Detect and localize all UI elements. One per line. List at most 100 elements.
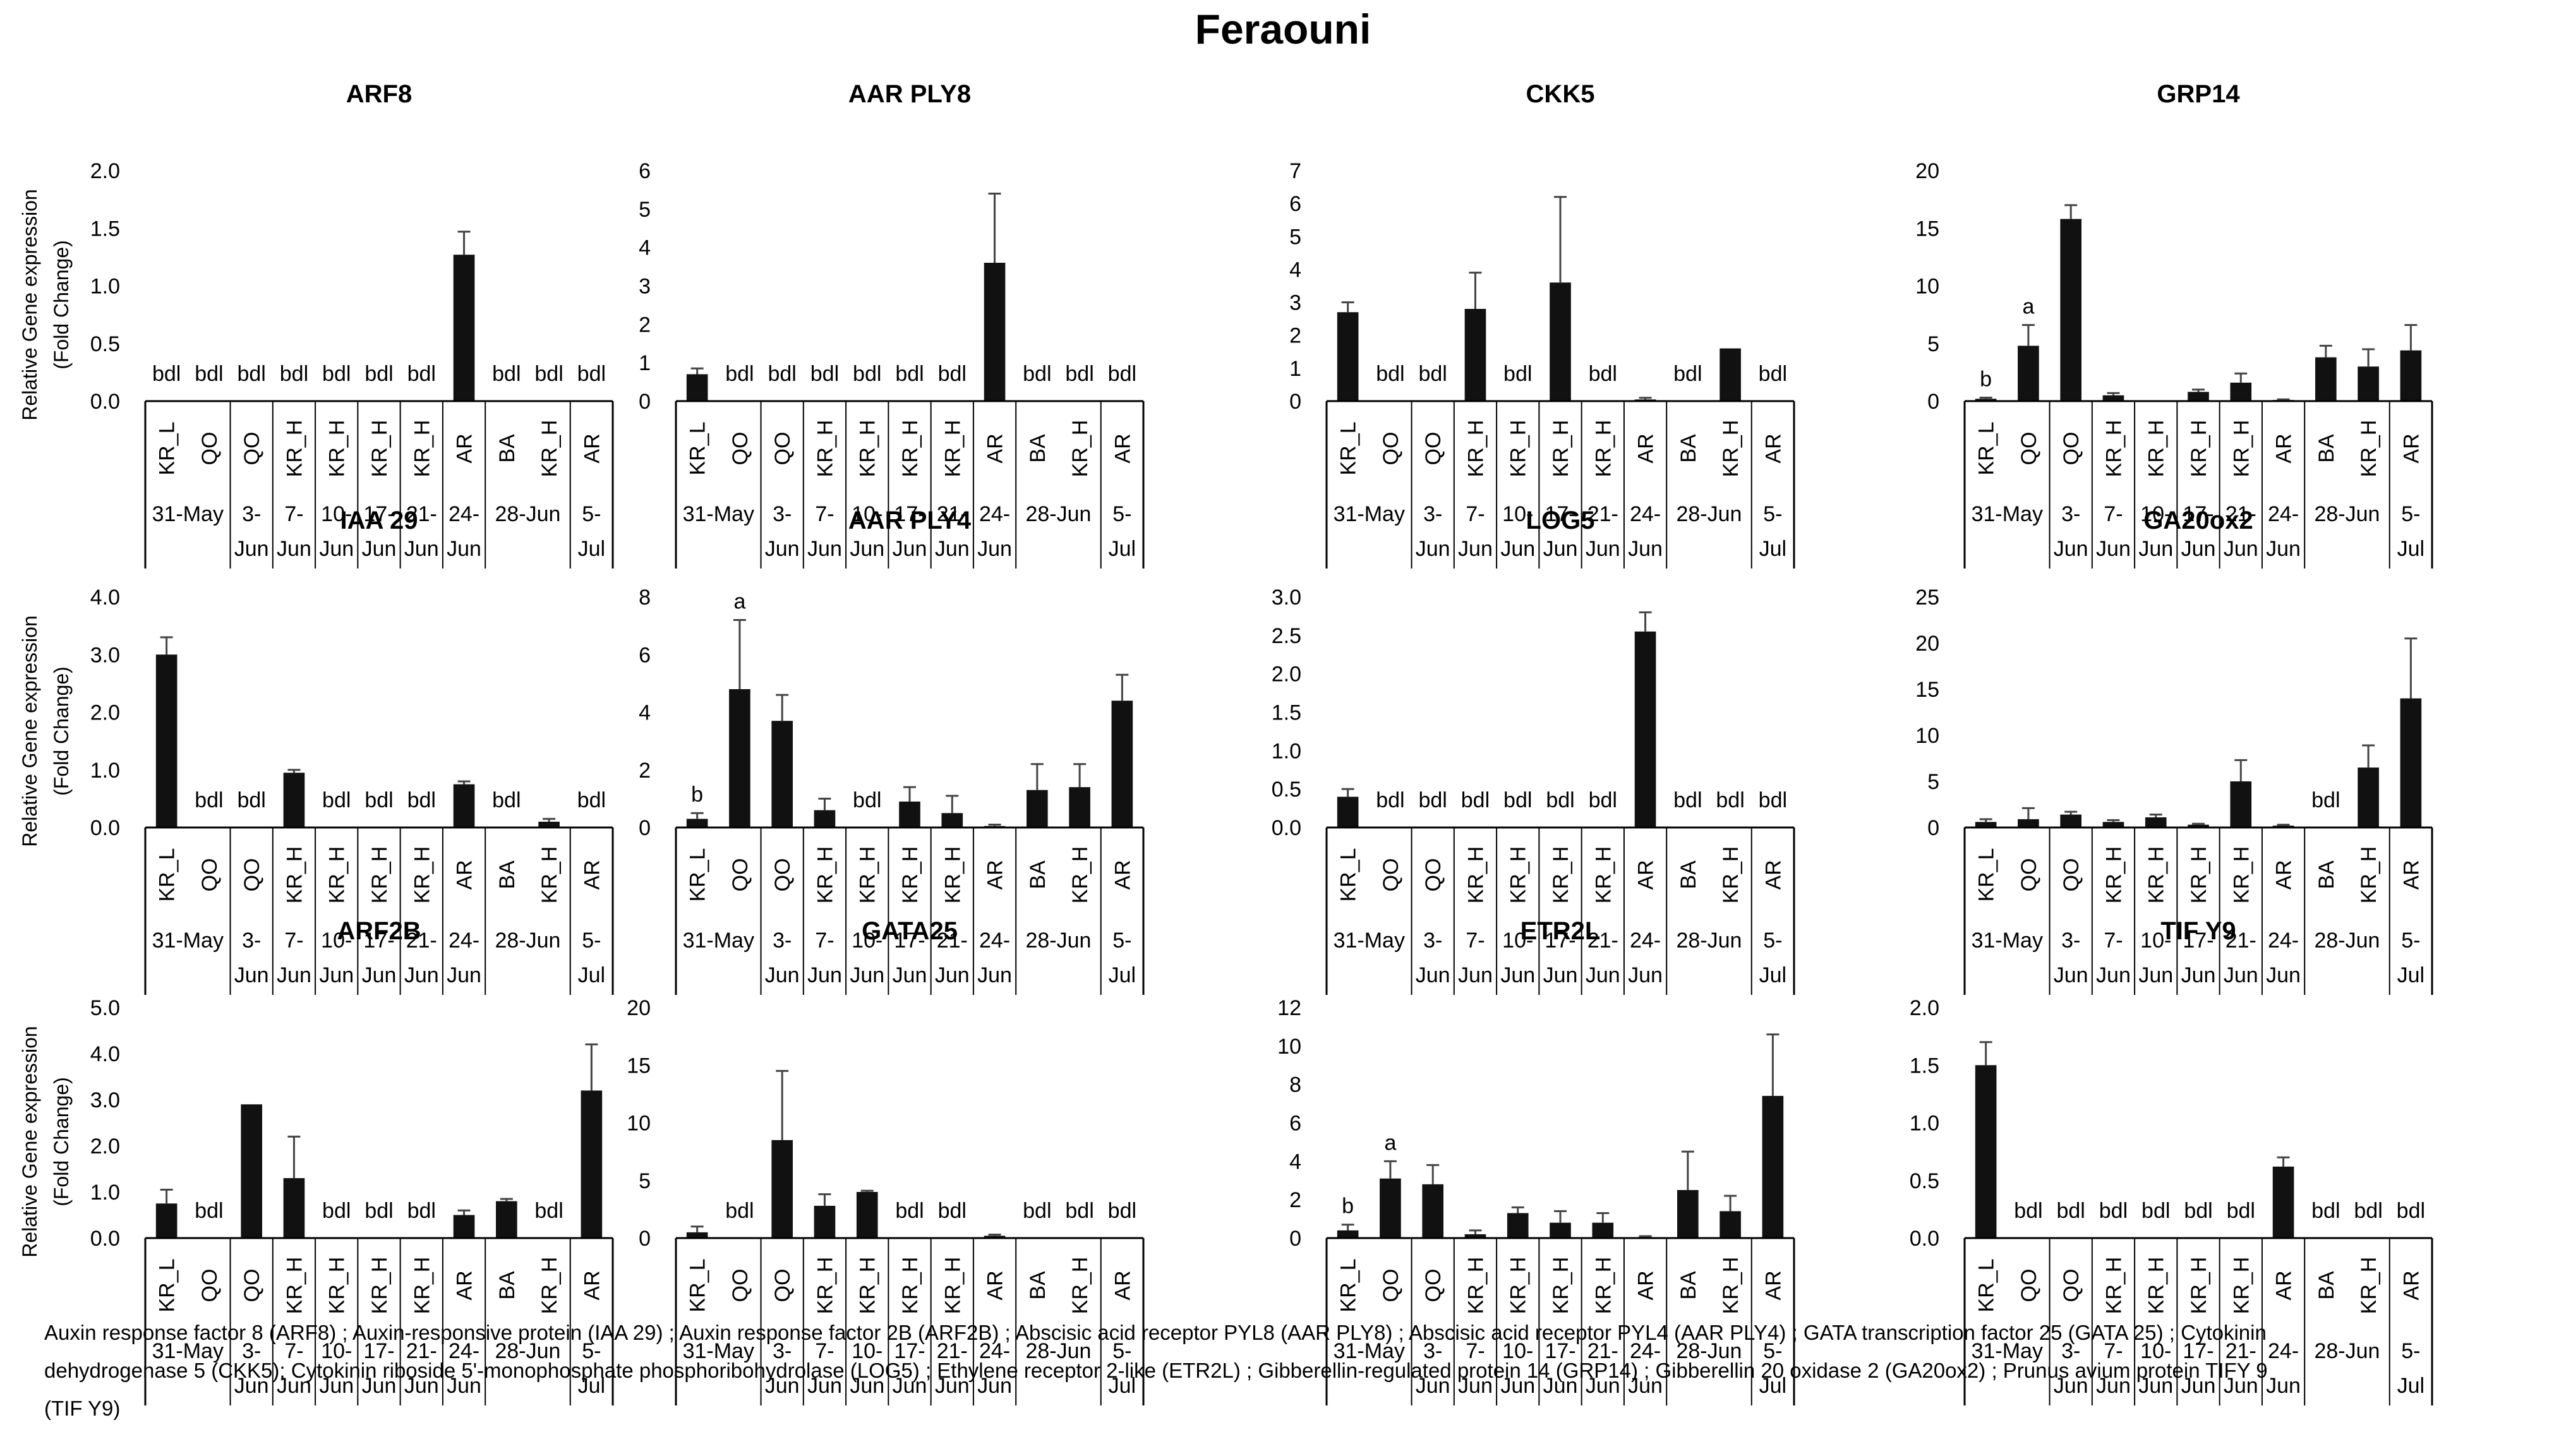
- date-label: 31-May: [152, 929, 224, 953]
- bar: [2358, 767, 2379, 827]
- sample-label: QO: [2059, 432, 2083, 466]
- date-label: Jun: [893, 537, 927, 561]
- bdl-label: bdl: [364, 788, 393, 812]
- date-label: 31-May: [1972, 929, 2043, 953]
- sample-label: KR_H: [2102, 846, 2126, 904]
- date-label: 3-: [773, 502, 792, 526]
- date-label: Jun: [807, 1374, 842, 1398]
- sample-label: AR: [1111, 433, 1135, 463]
- sample-label: KR_H: [1464, 846, 1488, 904]
- sample-label: KR_H: [2145, 420, 2169, 478]
- sample-label: AR: [984, 1270, 1008, 1300]
- panel-title: LOG5: [1526, 507, 1595, 534]
- bdl-label: bdl: [1673, 788, 1702, 812]
- date-label: 17-: [2183, 1339, 2214, 1363]
- bdl-label: bdl: [195, 362, 223, 386]
- bdl-label: bdl: [895, 1199, 924, 1223]
- bar: [2230, 382, 2252, 401]
- sample-label: KR_H: [813, 420, 837, 478]
- panel-title: AAR PLY8: [848, 80, 971, 108]
- y-tick-label: 3: [639, 275, 651, 299]
- date-label: 5-: [2401, 1339, 2420, 1363]
- bdl-label: bdl: [492, 788, 521, 812]
- bar: [2060, 814, 2081, 827]
- bdl-label: bdl: [407, 362, 436, 386]
- date-label: 10-: [852, 502, 882, 526]
- date-label: Jun: [1543, 963, 1578, 987]
- bar: [2400, 350, 2422, 401]
- bar: [1975, 1065, 1997, 1238]
- sample-label: KR_H: [1464, 1257, 1488, 1315]
- panel-title: GATA25: [862, 917, 958, 945]
- date-label: Jul: [1759, 1374, 1786, 1398]
- date-label: 28-Jun: [495, 1339, 560, 1363]
- date-label: Jun: [2138, 963, 2173, 987]
- bdl-label: bdl: [725, 1199, 754, 1223]
- y-tick-label: 0: [1289, 1227, 1301, 1251]
- y-tick-label: 2: [1289, 324, 1301, 348]
- bdl-label: bdl: [725, 362, 754, 386]
- date-label: 24-: [1630, 502, 1661, 526]
- bdl-label: bdl: [1376, 362, 1404, 386]
- date-label: 28-Jun: [2314, 502, 2380, 526]
- y-tick-label: 8: [639, 586, 651, 610]
- date-label: 5-: [1763, 502, 1782, 526]
- sample-label: KR_L: [1975, 1258, 1999, 1312]
- date-label: 10-: [1502, 1339, 1533, 1363]
- sample-label: KR_L: [686, 848, 710, 901]
- date-label: Jun: [807, 963, 842, 987]
- bar: [283, 773, 305, 827]
- date-label: Jun: [1500, 1374, 1535, 1398]
- y-tick-label: 5: [1927, 332, 1939, 356]
- sample-label: AR: [984, 433, 1008, 463]
- date-label: 17-: [1545, 1339, 1575, 1363]
- sample-label: AR: [1634, 1270, 1658, 1300]
- y-tick-label: 0: [1927, 390, 1939, 414]
- date-label: Jun: [234, 537, 269, 561]
- bdl-label: bdl: [1065, 362, 1093, 386]
- sample-label: QO: [2017, 1269, 2041, 1303]
- bar: [496, 1201, 517, 1238]
- sample-label: BA: [1677, 434, 1701, 463]
- bar: [581, 1090, 603, 1238]
- bar: [2358, 366, 2379, 401]
- date-label: Jun: [1416, 963, 1450, 987]
- bdl-label: bdl: [1759, 362, 1787, 386]
- sample-label: AR: [2272, 433, 2296, 463]
- date-label: Jun: [977, 1374, 1012, 1398]
- date-label: 10-: [2140, 1339, 2171, 1363]
- sample-label: KR_H: [1719, 1257, 1743, 1315]
- bar: [1550, 1222, 1571, 1238]
- significance-letter: a: [2022, 295, 2034, 319]
- bar: [1337, 1230, 1359, 1238]
- sample-label: BA: [495, 434, 519, 463]
- bdl-label: bdl: [1418, 788, 1447, 812]
- date-label: Jun: [1628, 537, 1663, 561]
- date-label: 5-: [2401, 929, 2420, 953]
- y-tick-label: 20: [1915, 632, 1939, 656]
- sample-label: KR_H: [1549, 1257, 1573, 1315]
- date-label: 28-Jun: [1025, 929, 1091, 953]
- sample-label: QO: [1379, 432, 1403, 466]
- sample-label: KR_H: [1591, 420, 1615, 478]
- bdl-label: bdl: [492, 362, 521, 386]
- y-tick-label: 4.0: [90, 586, 120, 610]
- date-label: 17-: [363, 502, 394, 526]
- date-label: 28-Jun: [495, 929, 560, 953]
- date-label: Jun: [2096, 537, 2131, 561]
- date-label: Jul: [2397, 963, 2424, 987]
- date-label: 21-: [1587, 929, 1618, 953]
- date-label: 10-: [1502, 502, 1533, 526]
- date-label: Jun: [2266, 1374, 2301, 1398]
- date-label: 28-Jun: [1676, 1339, 1742, 1363]
- figure-caption: Auxin response factor 8 (ARF8) ; Auxin-r…: [44, 1314, 2546, 1428]
- y-tick-label: 1.5: [90, 217, 120, 241]
- date-label: Jun: [765, 537, 800, 561]
- date-label: 7-: [2104, 1339, 2123, 1363]
- date-label: 31-May: [1334, 1339, 1405, 1363]
- y-axis-label: Relative Gene expression: [18, 615, 41, 846]
- sample-label: KR_H: [1549, 420, 1573, 478]
- date-label: 10-: [852, 1339, 882, 1363]
- bar: [1337, 797, 1359, 827]
- bar: [1464, 1234, 1486, 1238]
